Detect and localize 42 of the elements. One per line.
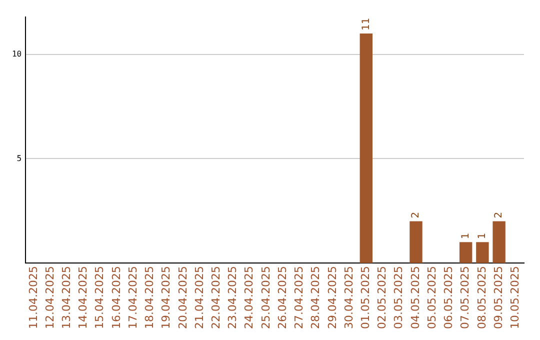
x-tick-label: 09.05.2025: [492, 266, 505, 330]
x-tick-label: 11.04.2025: [26, 266, 40, 330]
x-tick-label: 25.04.2025: [259, 266, 272, 330]
x-tick-label: 08.05.2025: [475, 266, 488, 330]
y-tick-label: 5: [16, 154, 22, 163]
x-tick-label: 28.04.2025: [309, 266, 322, 330]
x-tick-label: 19.04.2025: [160, 266, 173, 330]
x-tick-label: 05.05.2025: [425, 266, 438, 330]
x-tick-label: 04.05.2025: [408, 266, 422, 330]
data-label: 11: [360, 18, 372, 30]
x-tick-label: 26.04.2025: [276, 266, 289, 330]
x-tick-label: 16.04.2025: [110, 266, 123, 330]
x-tick-label: 24.04.2025: [242, 266, 256, 330]
x-tick-label: 06.05.2025: [442, 266, 456, 330]
x-tick-label: 20.04.2025: [176, 266, 190, 330]
x-tick-label: 18.04.2025: [143, 266, 156, 330]
data-label: 2: [410, 212, 422, 218]
data-label: 1: [477, 232, 488, 240]
x-tick-label: 10.05.2025: [508, 266, 522, 330]
bar: [360, 33, 373, 264]
x-tick-label: 03.05.2025: [392, 266, 406, 330]
x-tick-label: 30.04.2025: [342, 266, 356, 330]
x-tick-label: 17.04.2025: [126, 266, 140, 330]
data-label: 1: [460, 232, 472, 240]
x-tick-label: 01.05.2025: [359, 266, 372, 330]
x-tick-label: 27.04.2025: [292, 266, 306, 330]
x-tick-label: 12.04.2025: [43, 266, 56, 330]
x-tick-label: 07.05.2025: [458, 266, 472, 330]
x-tick-label: 23.04.2025: [226, 266, 240, 330]
bar: [410, 221, 422, 264]
x-tick-label: 02.05.2025: [376, 266, 389, 330]
x-tick-label: 14.04.2025: [76, 266, 90, 330]
y-tick-label: 10: [12, 49, 22, 58]
bar: [459, 242, 472, 264]
x-tick-label: 21.04.2025: [192, 266, 206, 330]
bar: [492, 221, 506, 264]
data-label: 2: [494, 212, 505, 218]
bar: [476, 242, 489, 264]
x-tick-label: 22.04.2025: [210, 266, 223, 330]
x-tick-label: 13.04.2025: [60, 266, 74, 330]
x-tick-label: 29.04.2025: [326, 266, 339, 330]
x-tick-label: 15.04.2025: [93, 266, 106, 330]
